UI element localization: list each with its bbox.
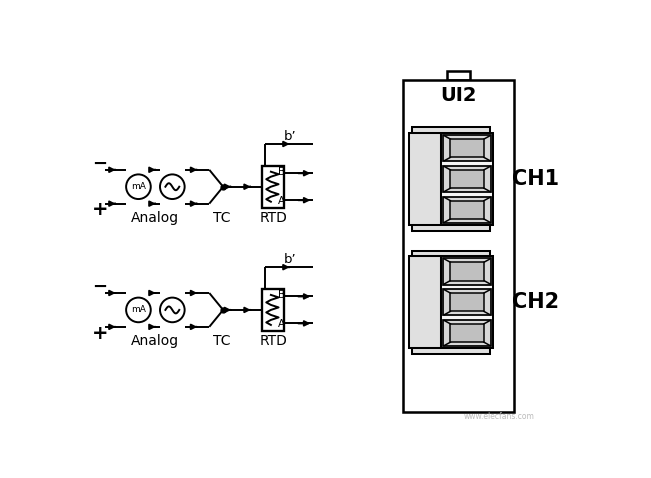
Bar (443, 320, 491, 346)
Bar (409, 133, 441, 225)
Text: A: A (278, 196, 285, 206)
Text: +: + (92, 200, 108, 219)
Text: B: B (278, 290, 285, 300)
Text: A: A (278, 319, 285, 329)
Text: B: B (278, 167, 285, 177)
Text: RTD: RTD (259, 210, 287, 225)
Text: RTD: RTD (259, 334, 287, 348)
Bar (441, 133, 493, 225)
Bar (450, 170, 484, 188)
Bar (412, 250, 490, 256)
Text: −: − (92, 154, 107, 173)
Bar (412, 225, 490, 230)
Bar (441, 256, 493, 348)
Text: CH2: CH2 (512, 292, 559, 312)
Text: mA: mA (131, 182, 146, 191)
Text: TC: TC (213, 210, 230, 225)
Text: Analog: Analog (132, 334, 180, 348)
Bar (447, 71, 470, 80)
Bar (402, 80, 514, 412)
Bar (443, 135, 491, 161)
Text: TC: TC (213, 334, 230, 348)
Text: CH1: CH1 (512, 169, 559, 189)
Bar (443, 258, 491, 284)
Bar (443, 166, 491, 192)
Bar (450, 324, 484, 342)
Text: b’: b’ (284, 253, 296, 266)
Bar (262, 289, 284, 331)
Text: www.elecfans.com: www.elecfans.com (464, 412, 534, 421)
Bar (450, 201, 484, 219)
Bar (412, 348, 490, 354)
Bar (262, 165, 284, 208)
Text: −: − (92, 278, 107, 296)
Bar (443, 197, 491, 223)
Text: mA: mA (131, 305, 146, 315)
Bar (450, 293, 484, 311)
Bar (409, 256, 441, 348)
Text: +: + (92, 324, 108, 343)
Text: Analog: Analog (132, 210, 180, 225)
Bar (450, 139, 484, 157)
Text: UI2: UI2 (440, 87, 477, 105)
Bar (450, 262, 484, 281)
Bar (412, 128, 490, 133)
Bar (443, 289, 491, 315)
Text: b’: b’ (284, 130, 296, 143)
